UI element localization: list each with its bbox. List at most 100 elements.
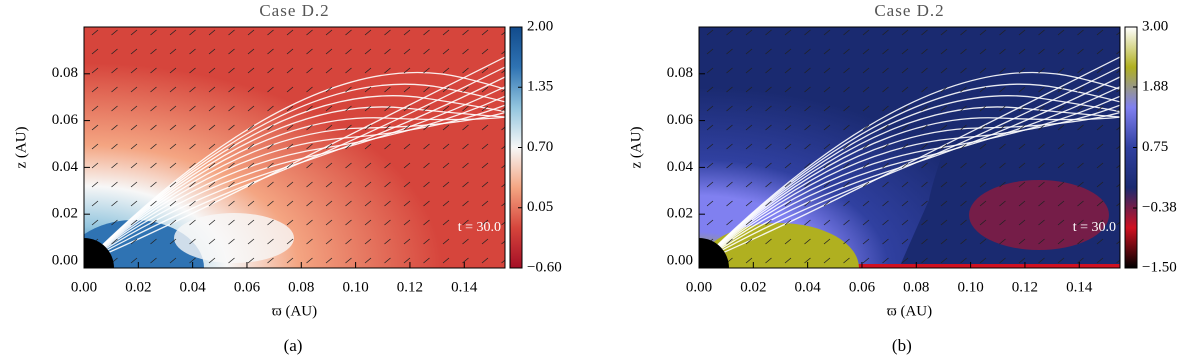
- vector: [228, 86, 235, 93]
- vector: [208, 238, 216, 245]
- vector: [765, 200, 772, 207]
- vector: [1057, 48, 1065, 55]
- cbar-tick-label: 2.00: [527, 18, 553, 34]
- cbar-tick-label: 0.75: [1142, 139, 1168, 155]
- vector: [130, 219, 138, 226]
- vector: [384, 162, 391, 169]
- vector: [1018, 257, 1026, 264]
- vector: [286, 200, 294, 207]
- vector: [111, 238, 118, 245]
- vector: [999, 105, 1006, 112]
- annotation: t = 30.0: [1073, 220, 1116, 235]
- vector: [999, 238, 1006, 245]
- vector: [150, 219, 157, 226]
- vector: [784, 105, 792, 112]
- vector: [169, 181, 177, 188]
- vector: [999, 29, 1006, 36]
- vector: [442, 162, 450, 169]
- vector: [130, 200, 138, 207]
- vector: [462, 124, 469, 131]
- vector: [364, 162, 372, 169]
- y-tick-label: 0.06: [52, 112, 79, 128]
- vector: [130, 162, 138, 169]
- vector: [150, 29, 157, 36]
- vector: [882, 29, 889, 36]
- vector: [940, 200, 948, 207]
- vector: [423, 200, 430, 207]
- vector: [208, 181, 216, 188]
- vector: [325, 238, 333, 245]
- vector: [1038, 181, 1045, 188]
- vector: [784, 29, 792, 36]
- star: [699, 238, 729, 268]
- vector: [169, 162, 177, 169]
- vector: [882, 200, 889, 207]
- vector: [823, 124, 831, 131]
- vector: [1057, 29, 1065, 36]
- vector: [940, 105, 948, 112]
- vector: [364, 105, 372, 112]
- vector: [189, 105, 196, 112]
- vector: [1077, 181, 1084, 188]
- vector: [364, 67, 372, 74]
- vector: [784, 257, 792, 264]
- vector: [1057, 257, 1065, 264]
- vector: [130, 143, 138, 150]
- vector: [862, 143, 870, 150]
- vector: [384, 86, 391, 93]
- vector: [481, 219, 489, 226]
- vector: [1018, 162, 1026, 169]
- vector: [882, 67, 889, 74]
- vector: [843, 238, 850, 245]
- vector: [345, 238, 352, 245]
- vector: [481, 29, 489, 36]
- vector: [111, 29, 118, 36]
- vector: [423, 238, 430, 245]
- vector: [403, 48, 411, 55]
- vector: [921, 162, 928, 169]
- vector: [267, 86, 274, 93]
- vector: [1096, 29, 1104, 36]
- vector: [130, 48, 138, 55]
- vector: [111, 162, 118, 169]
- vector: [901, 219, 909, 226]
- vector: [726, 143, 733, 150]
- vector: [462, 143, 469, 150]
- vector: [706, 67, 714, 74]
- vector: [745, 86, 753, 93]
- vector: [462, 162, 469, 169]
- vector: [150, 238, 157, 245]
- vector: [325, 86, 333, 93]
- vector: [403, 200, 411, 207]
- cbar-tick-label: −0.60: [527, 259, 562, 275]
- vector: [228, 162, 235, 169]
- vector: [706, 124, 714, 131]
- vector: [862, 219, 870, 226]
- vector: [979, 29, 987, 36]
- vector: [726, 200, 733, 207]
- vector: [1057, 105, 1065, 112]
- x-tick-label: 0.06: [234, 279, 261, 295]
- vector: [1077, 67, 1084, 74]
- vector: [804, 257, 811, 264]
- vector: [823, 238, 831, 245]
- vector: [325, 143, 333, 150]
- vector: [1018, 238, 1026, 245]
- vector: [286, 181, 294, 188]
- vector: [306, 86, 313, 93]
- vector: [1018, 181, 1026, 188]
- vector: [442, 200, 450, 207]
- vector: [843, 181, 850, 188]
- vector: [442, 181, 450, 188]
- vector: [384, 105, 391, 112]
- vector: [247, 124, 255, 131]
- vector: [189, 48, 196, 55]
- vector: [462, 105, 469, 112]
- vector: [130, 124, 138, 131]
- vector: [228, 200, 235, 207]
- vector: [745, 257, 753, 264]
- vector: [1057, 162, 1065, 169]
- vector: [999, 181, 1006, 188]
- vector: [726, 124, 733, 131]
